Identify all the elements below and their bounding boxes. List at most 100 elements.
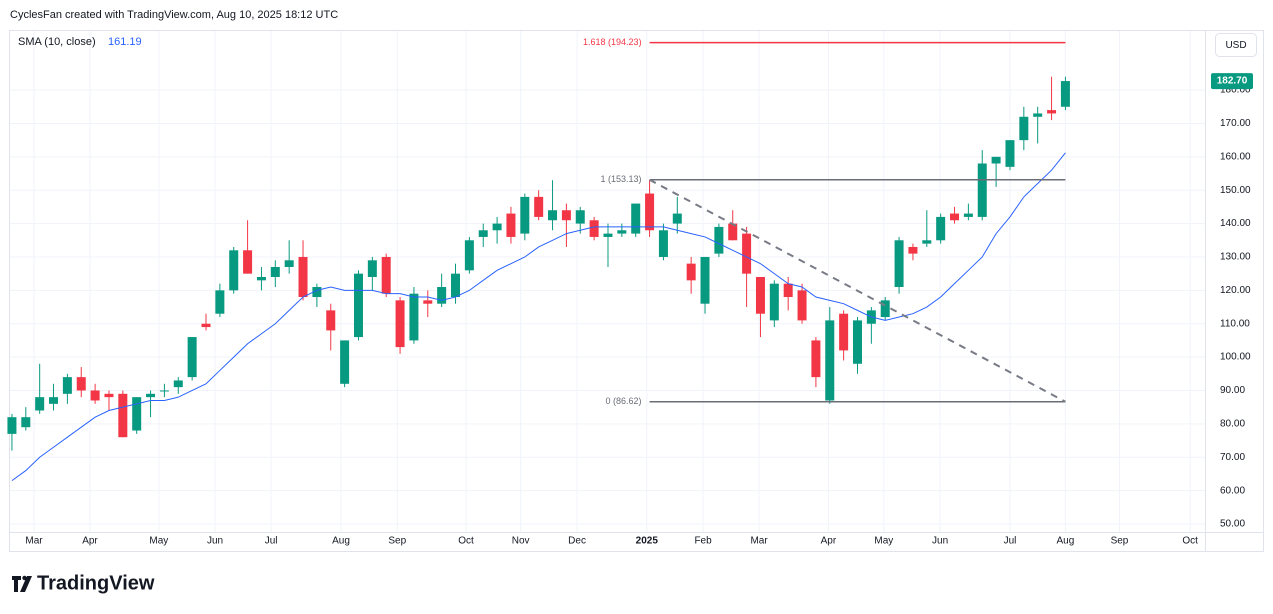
candle-body (146, 393, 156, 398)
y-tick-label: 90.00 (1220, 385, 1245, 396)
header: CyclesFan created with TradingView.com, … (10, 9, 338, 21)
candle-body (326, 310, 336, 331)
sma-legend-label: SMA (10, close) (18, 36, 96, 48)
candle-body (21, 417, 31, 428)
x-tick-label: Mar (25, 536, 43, 547)
candle-body (852, 320, 862, 364)
y-tick-label: 130.00 (1220, 252, 1251, 263)
candle-body (645, 193, 655, 231)
y-tick-label: 150.00 (1220, 185, 1251, 196)
candle-body (520, 196, 530, 234)
candle-body (35, 397, 45, 411)
candle-body (603, 233, 613, 237)
y-tick-label: 180.00 (1220, 85, 1251, 96)
candle-body (62, 377, 72, 394)
x-tick-label: May (874, 536, 893, 547)
candle-body (839, 313, 849, 351)
x-tick-label: May (149, 536, 168, 547)
candle-body (742, 233, 752, 274)
candle-body (478, 230, 488, 237)
candle-body (395, 300, 405, 348)
candle-body (714, 226, 724, 254)
candle-body (381, 256, 391, 294)
fib-level-label: 0 (86.62) (606, 396, 642, 406)
x-tick-label: Aug (332, 536, 350, 547)
y-tick-label: 70.00 (1220, 452, 1245, 463)
x-tick-label: Mar (750, 536, 768, 547)
candle-body (284, 260, 294, 267)
y-tick-label: 120.00 (1220, 285, 1251, 296)
candle-body (631, 203, 641, 234)
candle-body (548, 210, 558, 221)
logo-icon (12, 575, 32, 592)
frame (9, 30, 1264, 552)
candle-body (922, 240, 932, 244)
candle-body (159, 390, 169, 392)
candle-body (963, 213, 973, 217)
x-tick-label: Jul (1004, 536, 1017, 547)
y-tick-label: 50.00 (1220, 519, 1245, 530)
x-tick-label: Jul (265, 536, 278, 547)
candle-body (437, 287, 447, 304)
x-tick-label: Sep (1111, 536, 1129, 547)
candle-body (880, 300, 890, 318)
candle-body (658, 230, 668, 257)
x-tick-label: Jun (207, 536, 223, 547)
y-tick-label: 160.00 (1220, 151, 1251, 162)
candle-body (1060, 81, 1070, 107)
y-tick-label: 60.00 (1220, 485, 1245, 496)
fib-level-label: 1.618 (194.23) (583, 37, 642, 47)
candle-body (700, 256, 710, 304)
x-tick-label: Oct (1182, 536, 1198, 547)
candle-body (312, 287, 322, 298)
candle-body (534, 196, 544, 217)
candle-body (769, 283, 779, 321)
sma-legend-value: 161.19 (108, 36, 142, 48)
x-tick-label: Feb (694, 536, 712, 547)
candle-body (7, 417, 17, 434)
y-tick-label: 170.00 (1220, 118, 1251, 129)
candle-body (423, 300, 433, 304)
candle-body (132, 397, 142, 431)
brand: TradingView (37, 572, 155, 594)
candle-body (464, 240, 474, 271)
candle-body (589, 220, 599, 237)
candle-body (936, 216, 946, 241)
x-tick-label: Sep (388, 536, 406, 547)
candle-body (409, 293, 419, 341)
sma-line (11, 152, 1066, 482)
y-tick-label: 80.00 (1220, 418, 1245, 429)
currency-button[interactable] (1215, 33, 1257, 57)
candle-body (894, 240, 904, 288)
y-tick-label: 100.00 (1220, 352, 1251, 363)
y-tick-label: 140.00 (1220, 218, 1251, 229)
candle-body (811, 340, 821, 378)
x-tick-label: Apr (82, 536, 98, 547)
last-price-tag (1211, 73, 1253, 90)
candle-body (672, 213, 682, 224)
candle-body (506, 213, 516, 237)
currency[interactable]: USD (1225, 40, 1246, 51)
candle-body (728, 223, 738, 241)
candle-body (783, 283, 793, 298)
candle-body (492, 223, 502, 231)
candle-body (256, 276, 266, 281)
candle-body (451, 273, 461, 298)
candle-body (755, 276, 765, 314)
x-tick-label: Nov (512, 536, 530, 547)
candle-body (201, 323, 211, 328)
candle-body (950, 213, 960, 221)
grid (10, 30, 1205, 532)
candle-body (617, 230, 627, 234)
last-price-label: 182.70 (1217, 76, 1248, 87)
candle-body (243, 250, 253, 274)
candle-body (561, 210, 571, 221)
x-tick-label: Aug (1057, 536, 1075, 547)
candle-body (270, 266, 280, 277)
candle-body (977, 163, 987, 217)
y-tick-label: 110.00 (1220, 318, 1250, 329)
x-tick-label: Dec (568, 536, 586, 547)
candle-body (49, 397, 59, 404)
candle-body (90, 390, 100, 401)
